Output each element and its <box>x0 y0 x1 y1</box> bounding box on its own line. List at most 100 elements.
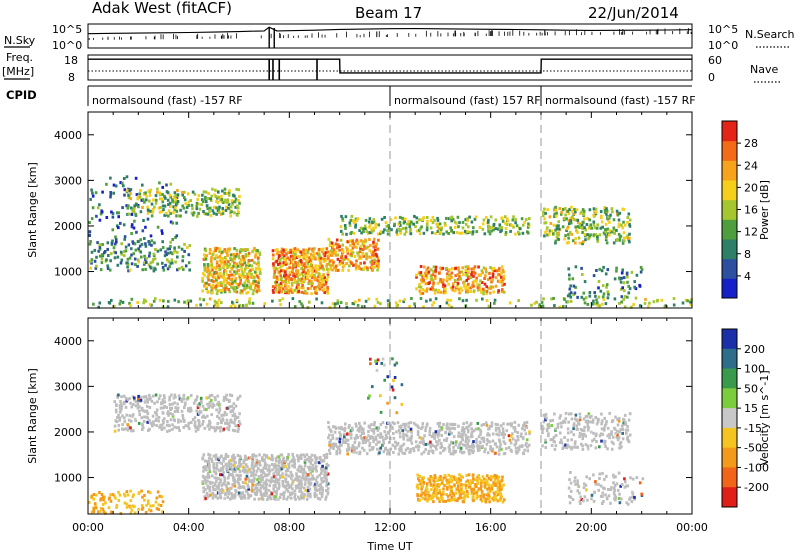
power-cell <box>394 216 397 219</box>
power-cell <box>493 302 496 305</box>
velocity-cell <box>252 456 255 459</box>
velocity-cell <box>567 439 570 442</box>
velocity-cell <box>98 491 101 494</box>
velocity-cell <box>215 467 218 470</box>
power-cell <box>476 230 479 233</box>
y-tick-label: 1000 <box>54 472 82 485</box>
velocity-cell <box>625 432 628 435</box>
velocity-cell <box>162 500 165 503</box>
velocity-cell <box>328 426 331 429</box>
power-cell <box>98 203 101 206</box>
power-cell <box>94 260 97 263</box>
power-cell <box>648 302 651 305</box>
power-cell <box>117 256 120 259</box>
power-cell <box>301 278 304 281</box>
power-cell <box>110 211 113 214</box>
power-cell <box>202 272 205 275</box>
velocity-cell <box>576 489 579 492</box>
velocity-cell <box>173 401 176 404</box>
power-cell <box>345 215 348 218</box>
velocity-cell <box>227 481 230 484</box>
velocity-cell <box>429 441 432 444</box>
velocity-cell <box>117 429 120 432</box>
power-cell <box>608 234 611 237</box>
power-cell <box>240 268 243 271</box>
velocity-cell <box>439 452 442 455</box>
power-cell <box>530 304 533 307</box>
power-cell <box>454 226 457 229</box>
power-cell <box>162 208 165 211</box>
power-cell <box>551 230 554 233</box>
power-cell <box>307 282 310 285</box>
power-cell <box>243 270 246 273</box>
velocity-cell <box>435 430 438 433</box>
power-cell <box>109 195 112 198</box>
velocity-cell <box>309 495 312 498</box>
velocity-cell <box>155 501 158 504</box>
velocity-cell <box>331 434 334 437</box>
power-cell <box>109 259 112 262</box>
velocity-cell <box>315 465 318 468</box>
velocity-cell <box>358 422 361 425</box>
velocity-cell <box>123 401 126 404</box>
velocity-cell <box>202 487 205 490</box>
velocity-cell <box>326 453 329 456</box>
velocity-cell <box>470 422 473 425</box>
power-cell <box>549 215 552 218</box>
velocity-cell <box>202 415 205 418</box>
velocity-cell <box>184 402 187 405</box>
power-cell <box>456 231 459 234</box>
velocity-cell <box>486 443 489 446</box>
power-cell <box>251 264 254 267</box>
power-cell <box>247 279 250 282</box>
power-cell <box>99 219 102 222</box>
power-cell <box>253 261 256 264</box>
velocity-cell <box>99 510 102 513</box>
power-cell <box>601 303 604 306</box>
velocity-cell <box>161 495 164 498</box>
velocity-cell <box>134 418 137 421</box>
power-cell <box>311 257 314 260</box>
power-cell <box>567 267 570 270</box>
power-cell <box>418 283 421 286</box>
velocity-cell <box>221 488 224 491</box>
power-cell <box>480 288 483 291</box>
velocity-cell <box>271 468 274 471</box>
velocity-cell <box>444 474 447 477</box>
cpid-segment-label: normalsound (fast) 157 RF <box>394 94 541 107</box>
power-cell <box>238 269 241 272</box>
velocity-cell <box>432 496 435 499</box>
power-cell <box>282 287 285 290</box>
power-cell <box>141 206 144 209</box>
power-cell <box>635 297 638 300</box>
power-colorbar-tick-label: 4 <box>744 270 751 283</box>
velocity-cell <box>129 402 132 405</box>
velocity-cell <box>504 452 507 455</box>
power-cell <box>326 286 329 289</box>
velocity-cell <box>242 485 245 488</box>
power-cell <box>492 273 495 276</box>
power-cell <box>144 226 147 229</box>
velocity-cell <box>544 446 547 449</box>
power-cell <box>322 248 325 251</box>
power-cell <box>110 252 113 255</box>
power-cell <box>120 242 123 245</box>
power-cell <box>485 216 488 219</box>
power-cell <box>181 259 184 262</box>
power-cell <box>106 248 109 251</box>
velocity-cell <box>326 463 329 466</box>
power-cell <box>243 259 246 262</box>
velocity-cell <box>117 414 120 417</box>
power-cell <box>563 298 566 301</box>
velocity-cell <box>174 394 177 397</box>
velocity-cell <box>522 436 525 439</box>
power-cell <box>509 301 512 304</box>
power-cell <box>136 265 139 268</box>
power-cell <box>221 251 224 254</box>
velocity-cell <box>298 475 301 478</box>
velocity-cell <box>570 490 573 493</box>
velocity-cell <box>132 493 135 496</box>
velocity-cell <box>373 421 376 424</box>
